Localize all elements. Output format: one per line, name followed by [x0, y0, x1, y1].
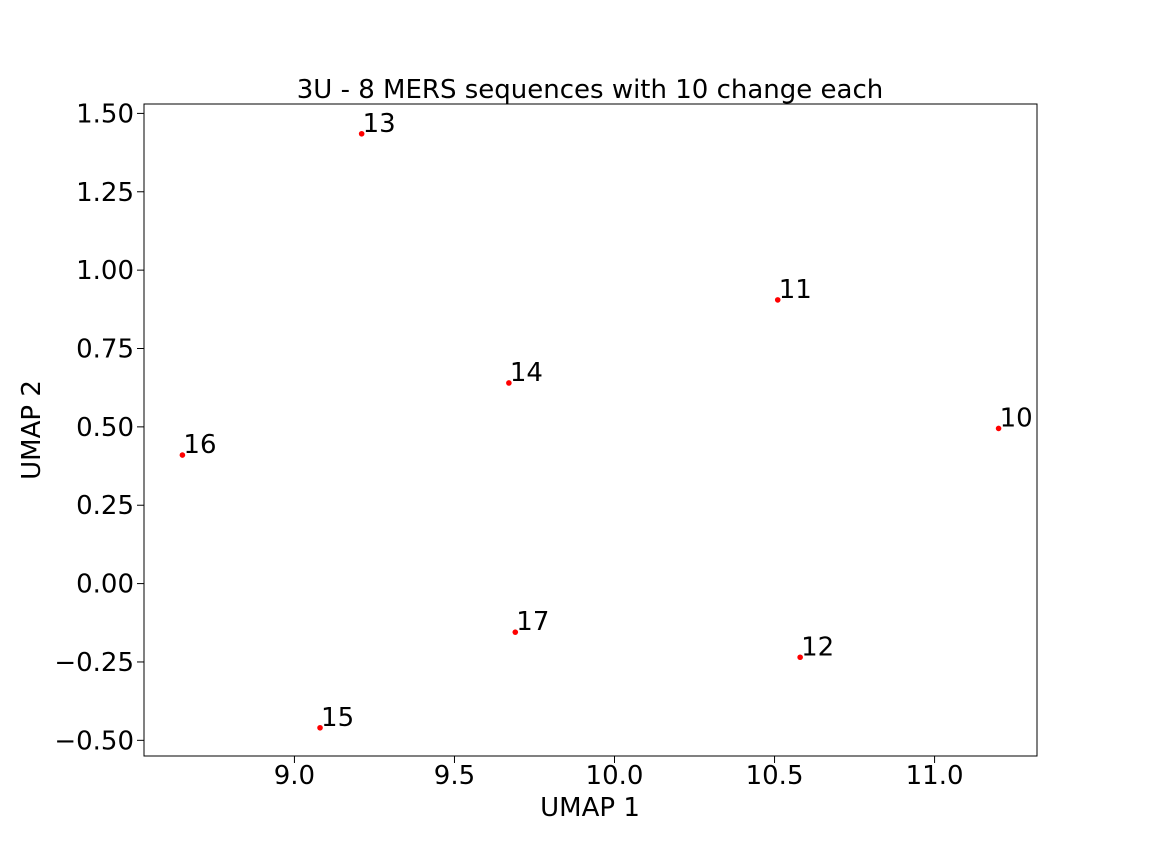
data-point [512, 629, 519, 635]
y-tick-label: 0.25 [76, 491, 134, 521]
data-point-label: 11 [779, 275, 812, 305]
x-axis-label: UMAP 1 [540, 793, 640, 823]
x-tick-label: 10.5 [746, 761, 804, 791]
chart-title: 3U - 8 MERS sequences with 10 change eac… [297, 75, 884, 105]
y-axis-label: UMAP 2 [17, 380, 47, 480]
x-tick-label: 10.0 [586, 761, 644, 791]
x-axis: 9.0 9.5 10.0 10.5 11.0 [274, 756, 964, 791]
data-point-label: 14 [510, 358, 543, 388]
x-tick-label: 11.0 [906, 761, 964, 791]
y-axis: 1.50 1.25 1.00 0.75 0.50 0.25 0.00 −0.25 −0.50 [54, 99, 144, 756]
plot-frame [143, 103, 1038, 757]
y-tick-label: −0.25 [54, 648, 134, 678]
data-point [797, 654, 803, 661]
y-tick-label: 0.00 [76, 570, 134, 600]
data-point [179, 452, 186, 458]
y-tick-label: 1.00 [76, 256, 134, 286]
x-tick-label: 9.0 [274, 761, 315, 791]
data-point-label: 13 [363, 109, 396, 139]
data-point [358, 130, 365, 137]
data-point [995, 425, 1002, 432]
data-point-label: 15 [321, 703, 354, 733]
data-point-label: 12 [801, 632, 834, 662]
y-tick-label: 0.50 [76, 413, 134, 443]
data-point-label: 10 [1000, 403, 1033, 433]
x-tick-label: 9.5 [434, 761, 475, 791]
data-point-label: 16 [183, 430, 216, 460]
plot-area [143, 103, 1038, 757]
data-point [506, 380, 512, 386]
y-tick-label: 1.50 [76, 99, 134, 129]
y-tick-label: −0.50 [54, 726, 134, 756]
data-points: 10 11 12 13 14 15 16 17 [179, 109, 1033, 733]
data-point [317, 724, 323, 731]
y-tick-label: 1.25 [76, 178, 134, 208]
data-point [774, 297, 781, 303]
y-tick-label: 0.75 [76, 335, 134, 365]
data-point-label: 17 [516, 607, 549, 637]
